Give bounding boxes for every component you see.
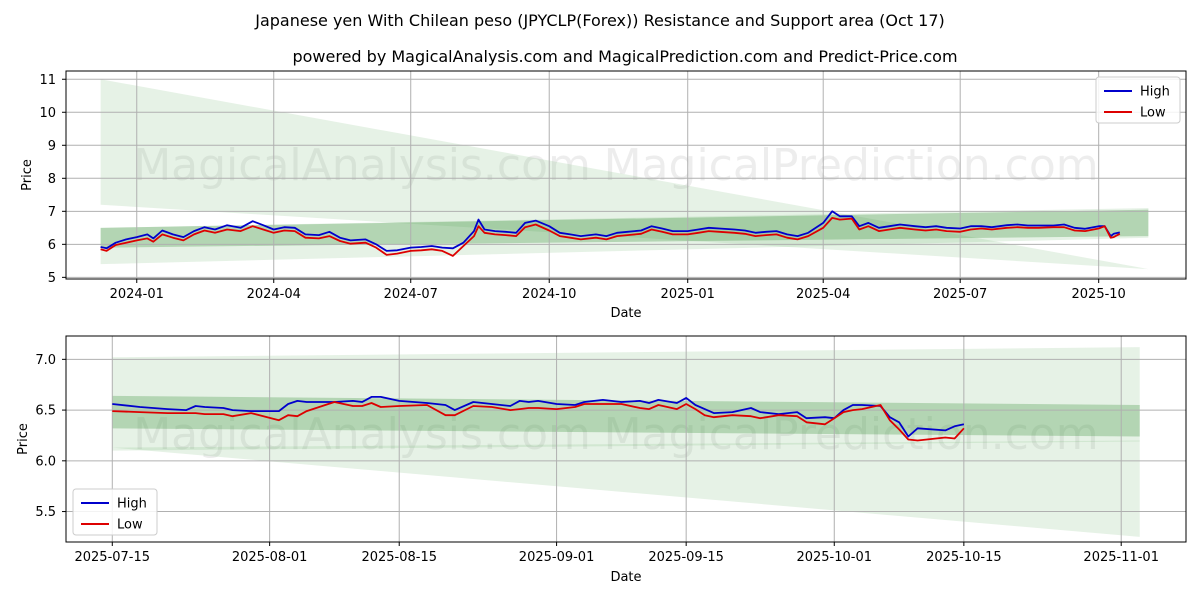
x-tick-label: 2025-07 <box>933 287 987 302</box>
watermark-text: MagicalAnalysis.com <box>133 409 591 460</box>
support-resistance-band-light <box>112 440 1140 537</box>
support-resistance-bands <box>112 347 1140 537</box>
chart-panel-2: MagicalAnalysis.com MagicalPrediction.com… <box>16 335 1187 585</box>
y-tick-label: 5.5 <box>35 505 56 520</box>
y-tick-label: 7.0 <box>35 353 56 368</box>
watermark-text: MagicalAnalysis.com <box>133 140 591 191</box>
x-tick-label: 2025-09-15 <box>648 550 724 565</box>
x-tick-label: 2024-10 <box>522 287 576 302</box>
y-axis-label: Price <box>20 159 35 191</box>
support-resistance-band-dark <box>112 395 1140 437</box>
x-tick-label: 2025-11-01 <box>1083 550 1159 565</box>
x-tick-label: 2025-07-15 <box>74 550 150 565</box>
x-tick-label: 2025-04 <box>796 287 850 302</box>
plot-frame <box>65 70 1187 280</box>
y-tick-label: 6.5 <box>35 404 56 419</box>
y-tick-label: 11 <box>39 73 56 88</box>
legend-label-high: High <box>1140 85 1170 100</box>
support-resistance-band-light <box>100 79 1149 270</box>
x-tick-label: 2024-07 <box>384 287 438 302</box>
series-line-high <box>112 396 965 438</box>
series-line-low <box>112 401 965 442</box>
series-line-low <box>100 217 1121 257</box>
y-tick-label: 8 <box>48 172 56 187</box>
y-tick-label: 7 <box>48 205 56 220</box>
legend: High Low <box>72 488 158 536</box>
series-group <box>112 396 965 442</box>
y-tick-label: 10 <box>39 106 56 121</box>
x-tick-label: 2025-10-15 <box>926 550 1002 565</box>
x-tick-label: 2025-09-01 <box>519 550 595 565</box>
legend: High Low <box>1095 76 1181 124</box>
legend-label-high: High <box>117 497 147 512</box>
x-tick-label: 2025-10-01 <box>796 550 872 565</box>
plot-frame <box>65 335 1187 543</box>
legend-label-low: Low <box>117 518 143 533</box>
x-tick-label: 2025-10 <box>1072 287 1126 302</box>
x-axis-label: Date <box>610 570 641 585</box>
y-tick-label: 6.0 <box>35 454 56 469</box>
x-tick-label: 2024-01 <box>110 287 164 302</box>
chart-subtitle: powered by MagicalAnalysis.com and Magic… <box>292 47 957 66</box>
watermark-text: MagicalPrediction.com <box>604 140 1099 191</box>
x-tick-label: 2024-04 <box>247 287 301 302</box>
y-tick-label: 9 <box>48 139 56 154</box>
y-tick-label: 5 <box>48 271 56 286</box>
y-tick-label: 6 <box>48 238 56 253</box>
chart-panels: MagicalAnalysis.com MagicalPrediction.com… <box>16 70 1187 585</box>
support-resistance-band-light <box>112 347 1140 451</box>
support-resistance-band-dark <box>100 209 1149 248</box>
plot-background <box>66 336 1186 542</box>
chart-panel-1: MagicalAnalysis.com MagicalPrediction.com… <box>20 70 1187 321</box>
x-tick-label: 2025-08-15 <box>361 550 437 565</box>
x-tick-label: 2025-08-01 <box>232 550 308 565</box>
y-axis-label: Price <box>16 423 31 455</box>
x-tick-label: 2025-01 <box>661 287 715 302</box>
x-axis-label: Date <box>610 306 641 321</box>
series-line-high <box>100 210 1121 252</box>
chart-title: Japanese yen With Chilean peso (JPYCLP(F… <box>254 11 945 30</box>
legend-label-low: Low <box>1140 106 1166 121</box>
series-group <box>100 210 1121 257</box>
